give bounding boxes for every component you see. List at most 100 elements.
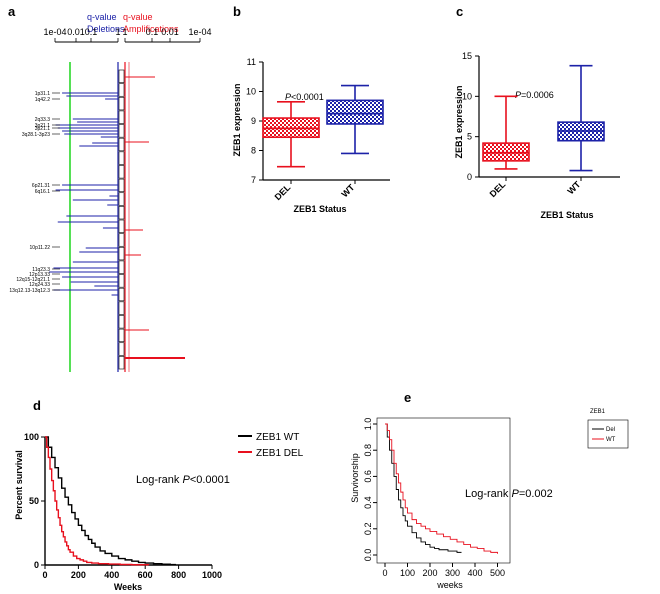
- a-chromosome-box: [118, 260, 125, 274]
- x-tick-label: 400: [104, 570, 119, 580]
- a-deletion-label: 12q24.33: [29, 282, 50, 288]
- d-annotation: Log-rank P<0.0001: [136, 474, 230, 486]
- panel-a-gistic: q-value Deletions q-value Amplifications…: [9, 12, 212, 372]
- c-plot-layer: 0 5 10 15 DEL WT: [462, 51, 620, 199]
- d-legend-wt: ZEB1 WT: [256, 432, 299, 443]
- a-deletion-label: 6p21.31: [32, 183, 50, 189]
- y-tick-label: 5: [467, 132, 472, 142]
- a-chromosome-box: [118, 301, 125, 315]
- km-curve-zeb1-wt: [45, 436, 176, 566]
- panel-e-km: Survivorship weeks Log-rank P=0.002 ZEB1…: [350, 409, 629, 590]
- a-chromosome-box: [118, 110, 125, 124]
- a-chromosome-box: [118, 165, 125, 179]
- x-tick-label: WT: [339, 182, 356, 199]
- x-tick-label: 200: [422, 568, 437, 578]
- y-tick-label: 9: [251, 116, 256, 126]
- a-deletion-label: 3p21.1: [35, 123, 51, 129]
- a-chromosome-box: [118, 124, 125, 138]
- b-pvalue: P<0.0001: [285, 92, 324, 102]
- b-xlabel: ZEB1 Status: [293, 204, 346, 214]
- e-annotation: Log-rank P=0.002: [465, 488, 553, 500]
- y-tick-label: 15: [462, 51, 472, 61]
- c-ylabel: ZEB1 expression: [454, 85, 464, 158]
- y-tick-label: 0.6: [363, 470, 373, 483]
- x-tick-label: 800: [171, 570, 186, 580]
- x-tick-label: DEL: [488, 179, 508, 199]
- panel-label-a: a: [8, 4, 16, 19]
- km-curve-zeb1-del: [45, 436, 150, 566]
- a-deletion-label: 3p21.1: [35, 126, 51, 132]
- a-deletion-label: 6q16.1: [35, 189, 51, 195]
- a-right-title-2: Amplifications: [123, 24, 179, 34]
- km-curve-del: [385, 423, 462, 553]
- panel-b-boxplot: P<0.0001 ZEB1 expression ZEB1 Status 7 8 9…: [232, 57, 390, 214]
- a-chromosome-box: [118, 219, 125, 233]
- y-tick-label: 0: [467, 172, 472, 182]
- x-tick-label: 200: [71, 570, 86, 580]
- b-plot-layer: 7 8 9 10 11 DEL WT: [246, 57, 390, 202]
- x-tick-label: DEL: [273, 182, 293, 202]
- a-left-title-2: Deletions: [87, 24, 125, 34]
- d-plot-layer: 0 200 400 600 800 1000 0 50 100: [24, 432, 222, 580]
- x-tick-label: 1000: [202, 570, 222, 580]
- b-ylabel: ZEB1 expression: [232, 83, 242, 156]
- panel-label-c: c: [456, 4, 463, 19]
- a-deletion-label: 3q28.1-3p23: [22, 132, 50, 138]
- panel-c-boxplot: P=0.0006 ZEB1 expression ZEB1 Status 0 5 1…: [454, 51, 620, 220]
- y-tick-label: 10: [462, 91, 472, 101]
- km-curve-wt: [385, 423, 498, 554]
- a-chromosome-box: [118, 192, 125, 206]
- panel-d-km: Percent survival Weeks Log-rank P<0.0001…: [14, 432, 304, 592]
- y-tick-label: 1.0: [363, 418, 373, 431]
- c-xlabel: ZEB1 Status: [540, 210, 593, 220]
- x-tick-label: 100: [400, 568, 415, 578]
- a-deletion-label: 12q15-12q21.1: [16, 277, 50, 283]
- a-chromosome-box: [118, 69, 125, 83]
- a-chromosome-box: [118, 287, 125, 302]
- a-chromosome-box: [118, 137, 125, 152]
- x-tick-label: WT: [565, 179, 582, 196]
- a-left-title-1: q-value: [87, 12, 117, 22]
- y-tick-label: 11: [247, 57, 256, 67]
- a-left-tick-label: 1: [115, 27, 120, 37]
- a-right-tick-label: 0.01: [161, 27, 179, 37]
- box-wt: [326, 99, 384, 125]
- d-legend-del: ZEB1 DEL: [256, 448, 304, 459]
- y-tick-label: 0: [34, 560, 39, 570]
- a-left-tick-label: 0.01: [67, 27, 85, 37]
- a-deletion-label: 1q42.2: [35, 97, 51, 103]
- y-tick-label: 7: [251, 175, 256, 185]
- a-chromosome-box: [118, 342, 125, 356]
- a-deletion-label: 10p11.22: [30, 245, 51, 251]
- a-chromosome-box: [118, 274, 125, 288]
- a-right-tick-label: 1e-04: [188, 27, 211, 37]
- y-tick-label: 50: [29, 496, 39, 506]
- a-deletion-label: 2q33.3: [35, 117, 51, 123]
- a-chromosome-box: [118, 233, 125, 247]
- e-legend-wt: WT: [606, 437, 616, 443]
- a-chromosome-box: [118, 206, 125, 220]
- e-legend-title: ZEB1: [590, 409, 606, 415]
- plot-frame: [376, 417, 511, 564]
- a-left-tick-label: 0.1: [85, 27, 98, 37]
- a-right-tick-label: 0.1: [146, 27, 159, 37]
- e-ylabel: Survivorship: [350, 453, 360, 503]
- e-plot-layer: 0 100 200 300 400 500 0.0 0.2 0.4 0.6 0.8 1.0: [363, 417, 511, 578]
- a-plot-layer: 1e-04 0.01 0.1 1 1 0.1 0.01 1e-041p31.11q42.22q…: [9, 27, 212, 372]
- a-left-tick-label: 1e-04: [43, 27, 66, 37]
- a-chromosome-box: [118, 151, 125, 165]
- x-tick-label: 0: [42, 570, 47, 580]
- a-chromosome-box: [118, 83, 125, 97]
- a-deletion-label: 1p31.1: [35, 91, 51, 97]
- y-tick-label: 0.0: [363, 549, 373, 562]
- panel-label-e: e: [404, 390, 411, 405]
- e-legend-box: [587, 419, 629, 449]
- a-deletion-label: 11q23.3: [32, 267, 50, 273]
- a-chromosome-box: [118, 315, 125, 329]
- e-legend-del: Del: [606, 427, 615, 433]
- e-xlabel: weeks: [436, 580, 463, 590]
- c-pvalue: P=0.0006: [515, 90, 554, 100]
- y-tick-label: 10: [246, 87, 256, 97]
- y-tick-label: 8: [251, 146, 256, 156]
